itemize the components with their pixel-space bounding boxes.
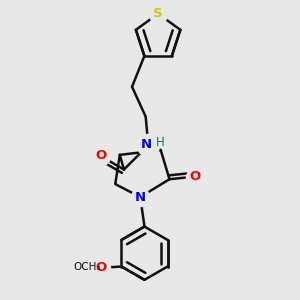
Text: O: O — [189, 170, 200, 183]
Text: S: S — [153, 7, 163, 20]
Text: OCH₃: OCH₃ — [73, 262, 101, 272]
Text: N: N — [141, 138, 152, 152]
Text: N: N — [135, 190, 146, 204]
Text: O: O — [95, 149, 106, 162]
Text: O: O — [96, 261, 107, 274]
Text: H: H — [156, 136, 164, 149]
